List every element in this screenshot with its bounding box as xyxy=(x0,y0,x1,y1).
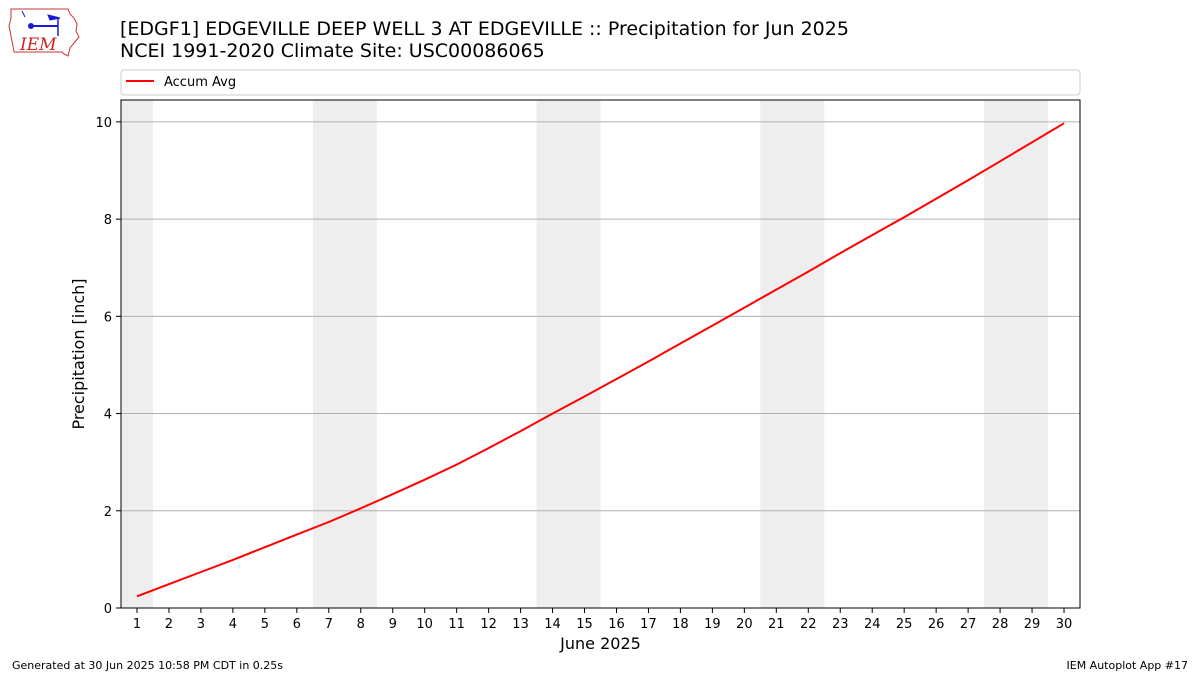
legend-label: Accum Avg xyxy=(164,75,236,90)
weather-station-icon xyxy=(21,10,61,36)
x-tick-label: 5 xyxy=(261,617,269,632)
x-tick-label: 24 xyxy=(864,617,881,632)
y-tick-label: 10 xyxy=(95,116,112,131)
weekend-shading xyxy=(121,100,1049,608)
x-tick-label: 8 xyxy=(357,617,365,632)
x-tick-label: 6 xyxy=(293,617,301,632)
x-tick-label: 15 xyxy=(576,617,593,632)
x-tick-label: 18 xyxy=(672,617,689,632)
x-tick-label: 20 xyxy=(736,617,753,632)
x-tick-label: 27 xyxy=(960,617,977,632)
y-tick-label: 2 xyxy=(104,505,112,520)
y-axis-label: Precipitation [inch] xyxy=(69,278,88,429)
y-gridlines xyxy=(121,121,1080,512)
weekend-shade-band xyxy=(536,100,601,608)
legend-box xyxy=(120,69,1081,96)
x-tick-label: 22 xyxy=(800,617,817,632)
chart-subtitle: NCEI 1991-2020 Climate Site: USC00086065 xyxy=(120,40,545,62)
y-tick-label: 6 xyxy=(104,310,112,325)
x-tick-label: 3 xyxy=(197,617,205,632)
x-tick-label: 25 xyxy=(896,617,913,632)
iowa-outline-icon xyxy=(8,8,80,57)
x-axis-ticks: 1 2 3 4 5 6 7 8 9 10 11 12 13 14 15 16 17 18 19 20 21 22 23 24 2… xyxy=(133,608,1072,632)
weekend-shade-band xyxy=(312,100,377,608)
y-tick-label: 4 xyxy=(104,408,112,423)
x-tick-label: 26 xyxy=(928,617,945,632)
footer-app-label: IEM Autoplot App #17 xyxy=(1066,659,1189,672)
series-group xyxy=(136,122,1065,598)
x-tick-label: 7 xyxy=(325,617,333,632)
x-axis-label: June 2025 xyxy=(559,634,641,653)
x-tick-label: 2 xyxy=(165,617,173,632)
legend: Accum Avg xyxy=(120,69,1081,96)
series-line-accum-avg xyxy=(136,122,1065,598)
x-tick-label: 17 xyxy=(640,617,657,632)
footer-generated-text: Generated at 30 Jun 2025 10:58 PM CDT in… xyxy=(12,659,284,672)
x-tick-label: 1 xyxy=(133,617,141,632)
x-tick-label: 14 xyxy=(544,617,561,632)
x-tick-label: 30 xyxy=(1056,617,1073,632)
chart-title: [EDGF1] EDGEVILLE DEEP WELL 3 AT EDGEVIL… xyxy=(120,18,849,40)
weekend-shade-band xyxy=(984,100,1049,608)
weekend-shade-band xyxy=(760,100,825,608)
x-tick-label: 10 xyxy=(416,617,433,632)
weekend-shade-band xyxy=(121,100,153,608)
y-tick-label: 0 xyxy=(104,602,112,617)
x-tick-label: 29 xyxy=(1024,617,1041,632)
y-tick-label: 8 xyxy=(104,213,112,228)
x-tick-label: 19 xyxy=(704,617,721,632)
x-tick-label: 13 xyxy=(512,617,529,632)
x-tick-label: 11 xyxy=(448,617,465,632)
x-tick-label: 12 xyxy=(480,617,497,632)
x-tick-label: 21 xyxy=(768,617,785,632)
x-tick-label: 9 xyxy=(389,617,397,632)
x-tick-label: 23 xyxy=(832,617,849,632)
iem-logo: IEM xyxy=(8,8,80,57)
logo-text: IEM xyxy=(19,35,57,55)
x-tick-label: 4 xyxy=(229,617,237,632)
y-axis-ticks: 0 2 4 6 8 10 xyxy=(95,116,121,617)
plot-frame xyxy=(120,99,1081,609)
x-tick-label: 28 xyxy=(992,617,1009,632)
x-tick-label: 16 xyxy=(608,617,625,632)
